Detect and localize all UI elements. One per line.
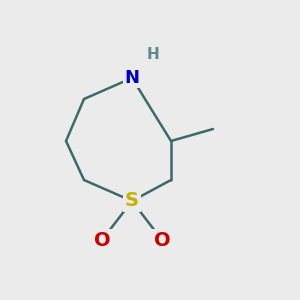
Text: O: O xyxy=(94,230,110,250)
Text: N: N xyxy=(124,69,140,87)
Text: O: O xyxy=(154,230,170,250)
Text: H: H xyxy=(147,46,159,62)
Text: S: S xyxy=(125,191,139,211)
